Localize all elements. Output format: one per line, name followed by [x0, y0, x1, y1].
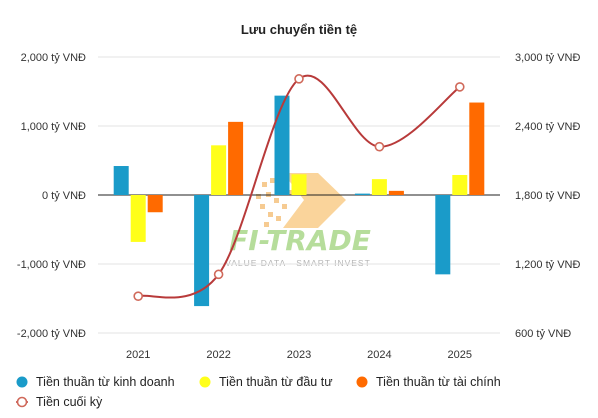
- x-tick-label: 2025: [448, 349, 472, 361]
- chart-title: Lưu chuyển tiền tệ: [241, 22, 357, 37]
- x-tick-label: 2022: [206, 349, 230, 361]
- watermark-dot: [262, 182, 267, 187]
- legend-label: Tiền cuối kỳ: [36, 395, 103, 409]
- bar: [291, 174, 307, 195]
- bar: [371, 179, 387, 195]
- watermark-dot: [288, 190, 293, 195]
- watermark-dot: [260, 204, 265, 209]
- right-axis-labels: 3,000 tỷ VNĐ 2,400 tỷ VNĐ 1,800 tỷ VNĐ 1,20…: [515, 52, 580, 340]
- watermark-tagline: VALUE DATA - SMART INVEST: [225, 258, 371, 268]
- left-tick-label: 1,000 tỷ VNĐ: [21, 121, 86, 133]
- watermark-dot: [276, 216, 281, 221]
- line-point: [454, 82, 465, 92]
- bar: [130, 195, 146, 242]
- bar: [147, 195, 163, 213]
- legend-label: Tiền thuần từ kinh doanh: [36, 375, 175, 389]
- bar: [388, 190, 404, 195]
- legend-marker: [199, 376, 211, 388]
- bar: [113, 166, 129, 195]
- legend-label: Tiền thuần từ tài chính: [376, 375, 501, 389]
- bar: [274, 95, 290, 195]
- left-axis-labels: 2,000 tỷ VNĐ 1,000 tỷ VNĐ 0 tỷ VNĐ -1,000 t…: [17, 52, 86, 340]
- bar: [469, 102, 485, 195]
- x-tick-label: 2023: [287, 349, 311, 361]
- left-tick-label: 0 tỷ VNĐ: [42, 190, 86, 202]
- right-tick-label: 3,000 tỷ VNĐ: [515, 52, 580, 64]
- line-point: [213, 269, 224, 280]
- bar: [194, 195, 210, 307]
- grid-lines: [98, 56, 500, 334]
- bar: [211, 145, 227, 195]
- legend-marker: [356, 376, 368, 388]
- right-tick-label: 1,800 tỷ VNĐ: [515, 190, 580, 202]
- bar: [354, 193, 370, 195]
- right-tick-label: 2,400 tỷ VNĐ: [515, 121, 580, 133]
- bar: [228, 121, 244, 195]
- watermark-dot: [268, 212, 273, 217]
- line-point: [133, 291, 143, 302]
- x-tick-label: 2021: [126, 349, 150, 361]
- legend-marker: [16, 396, 28, 408]
- legend: Tiền thuần từ kinh doanh Tiền thuần từ đầ…: [16, 375, 501, 409]
- left-tick-label: 2,000 tỷ VNĐ: [21, 52, 86, 64]
- watermark-dot: [256, 194, 261, 199]
- right-tick-label: 1,200 tỷ VNĐ: [515, 259, 580, 271]
- watermark-dot: [274, 198, 279, 203]
- watermark-dot: [264, 222, 269, 227]
- left-tick-label: -2,000 tỷ VNĐ: [17, 328, 86, 340]
- legend-label: Tiền thuần từ đầu tư: [219, 375, 333, 389]
- x-tick-label: 2024: [367, 349, 391, 361]
- left-tick-label: -1,000 tỷ VNĐ: [17, 259, 86, 271]
- right-tick-label: 600 tỷ VNĐ: [515, 328, 571, 340]
- watermark-dot: [270, 178, 275, 183]
- watermark-name: FI-TRADE: [229, 224, 371, 257]
- line-point: [374, 141, 385, 152]
- watermark-dot: [282, 204, 287, 209]
- bars: [113, 95, 485, 307]
- x-axis-labels: 2021 2022 2023 2024 2025: [126, 349, 472, 361]
- line-series: [133, 74, 465, 302]
- legend-marker: [16, 376, 28, 388]
- bar: [435, 195, 451, 275]
- bar: [452, 174, 468, 195]
- line-point: [294, 74, 304, 84]
